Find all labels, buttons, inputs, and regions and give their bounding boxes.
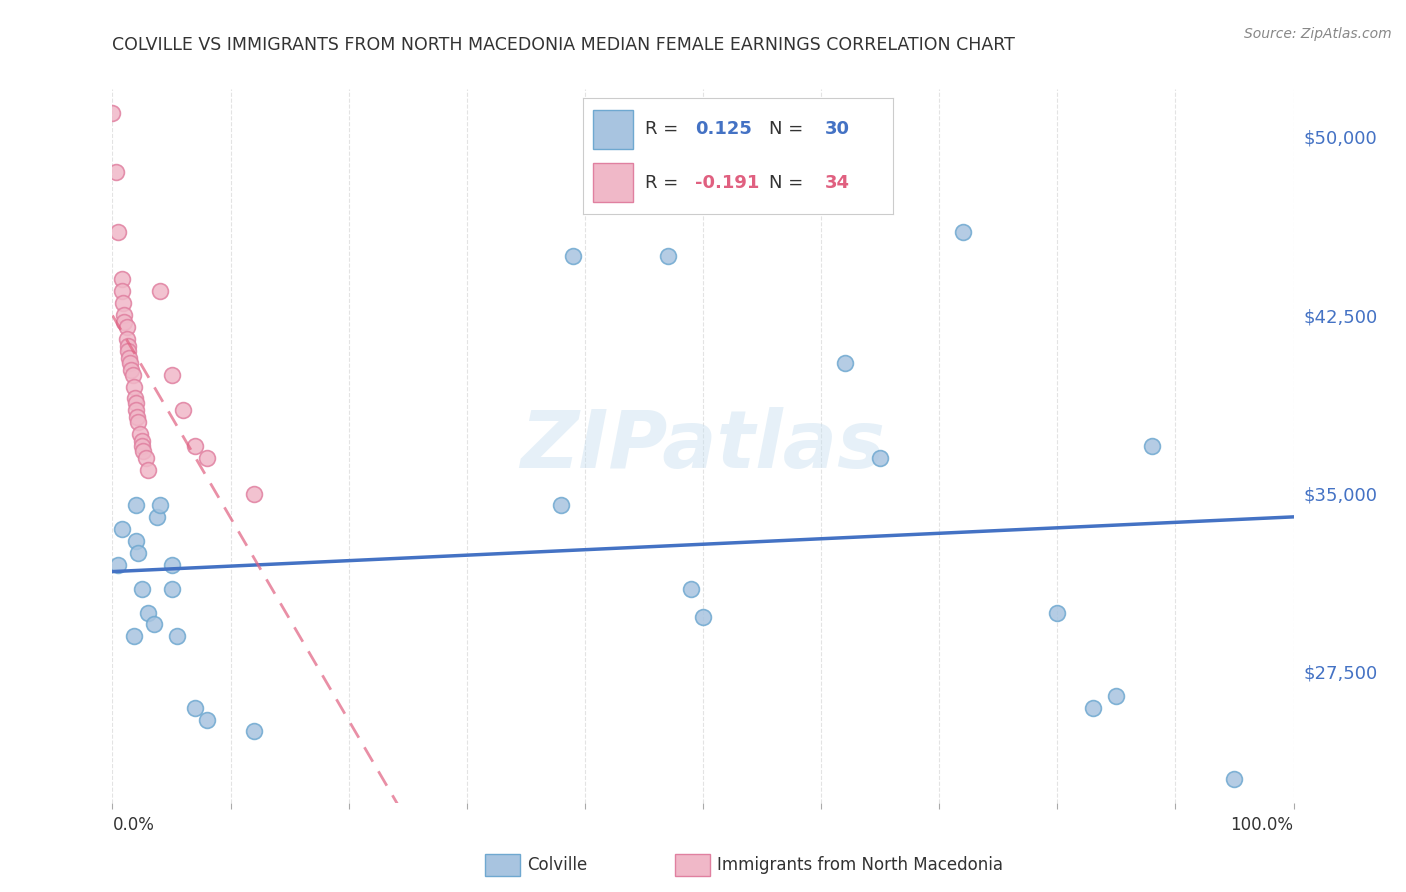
Point	[160, 582, 183, 596]
FancyBboxPatch shape	[593, 110, 633, 149]
Point	[107, 225, 129, 239]
Point	[125, 499, 148, 513]
Point	[111, 285, 134, 299]
Point	[550, 499, 572, 513]
Point	[122, 629, 145, 643]
FancyBboxPatch shape	[593, 163, 633, 202]
Text: 0.0%: 0.0%	[112, 816, 155, 834]
Point	[125, 403, 148, 417]
Point	[125, 396, 148, 410]
Point	[834, 356, 856, 370]
Point	[135, 450, 157, 465]
Text: 30: 30	[825, 120, 849, 138]
Point	[1105, 689, 1128, 703]
Point	[107, 558, 129, 572]
Text: R =: R =	[645, 120, 685, 138]
Point	[149, 285, 172, 299]
Point	[112, 315, 135, 329]
Point	[149, 499, 172, 513]
Point	[131, 582, 153, 596]
Text: N =: N =	[769, 174, 808, 192]
Point	[243, 724, 266, 739]
Point	[111, 522, 134, 536]
Point	[172, 403, 194, 417]
Text: -0.191: -0.191	[695, 174, 759, 192]
Point	[131, 434, 153, 449]
Point	[105, 165, 128, 179]
Point	[131, 439, 153, 453]
Point	[160, 368, 183, 382]
Point	[125, 534, 148, 549]
Point	[195, 450, 218, 465]
Point	[112, 308, 135, 322]
Text: COLVILLE VS IMMIGRANTS FROM NORTH MACEDONIA MEDIAN FEMALE EARNINGS CORRELATION C: COLVILLE VS IMMIGRANTS FROM NORTH MACEDO…	[112, 36, 1015, 54]
Point	[132, 443, 155, 458]
Point	[115, 320, 138, 334]
Text: R =: R =	[645, 174, 685, 192]
Point	[1140, 439, 1163, 453]
Point	[692, 610, 714, 624]
Text: Colville: Colville	[527, 856, 588, 874]
Point	[142, 617, 165, 632]
Point	[118, 351, 141, 365]
Point	[243, 486, 266, 500]
Point	[681, 582, 703, 596]
Point	[127, 546, 149, 560]
Point	[124, 392, 146, 406]
Text: 34: 34	[825, 174, 849, 192]
Point	[146, 510, 169, 524]
Point	[184, 439, 207, 453]
Point	[1081, 700, 1104, 714]
Point	[184, 700, 207, 714]
Text: N =: N =	[769, 120, 808, 138]
Point	[120, 363, 142, 377]
Point	[952, 225, 974, 239]
Point	[121, 368, 143, 382]
Point	[117, 343, 139, 358]
Point	[112, 296, 135, 310]
Point	[115, 332, 138, 346]
Point	[136, 463, 159, 477]
Point	[160, 558, 183, 572]
Point	[195, 713, 218, 727]
Point	[1046, 606, 1069, 620]
Point	[120, 356, 142, 370]
Text: 100.0%: 100.0%	[1230, 816, 1294, 834]
Point	[111, 272, 134, 286]
Point	[136, 606, 159, 620]
Point	[166, 629, 188, 643]
Point	[657, 249, 679, 263]
Text: Source: ZipAtlas.com: Source: ZipAtlas.com	[1244, 27, 1392, 41]
Point	[127, 410, 149, 425]
Point	[127, 415, 149, 429]
Point	[128, 427, 150, 442]
Text: 0.125: 0.125	[695, 120, 752, 138]
Point	[1223, 772, 1246, 786]
Text: ZIPatlas: ZIPatlas	[520, 407, 886, 485]
Point	[101, 106, 124, 120]
Point	[117, 339, 139, 353]
Point	[562, 249, 585, 263]
Point	[122, 379, 145, 393]
Text: Immigrants from North Macedonia: Immigrants from North Macedonia	[717, 856, 1002, 874]
Point	[869, 450, 891, 465]
